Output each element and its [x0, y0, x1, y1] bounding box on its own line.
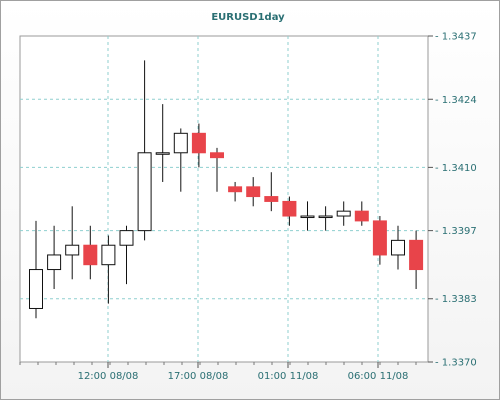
candle-body: [173, 132, 188, 154]
y-tick-label: - 1.3370: [435, 358, 477, 369]
candle-body: [282, 200, 297, 217]
candle: [173, 128, 188, 192]
candle-body: [391, 239, 405, 256]
y-tick-label: - 1.3383: [435, 294, 477, 305]
candle-body: [336, 210, 351, 217]
x-tick-label: 17:00 08/08: [168, 371, 229, 382]
candle-body: [101, 244, 116, 266]
candle-body: [409, 239, 424, 271]
x-tick-label: 06:00 11/08: [348, 371, 409, 382]
y-tick-label: - 1.3397: [435, 226, 477, 237]
grid-lines: [20, 36, 428, 362]
x-tick-label: 12:00 08/08: [78, 371, 139, 382]
candle-body: [354, 210, 369, 222]
candle-body: [155, 152, 170, 155]
candle-body: [29, 269, 43, 309]
candle-body: [318, 215, 333, 219]
candle: [246, 177, 261, 207]
candle: [137, 60, 152, 241]
y-tick-label: - 1.3424: [435, 95, 477, 106]
candle-body: [191, 132, 206, 154]
candle-body: [47, 254, 62, 271]
candle: [391, 225, 405, 270]
y-axis: - 1.3437 - 1.3424 - 1.3410 - 1.3397 - 1.3383…: [428, 32, 477, 369]
candle-body: [119, 230, 134, 246]
candle: [409, 230, 424, 290]
candle: [372, 216, 387, 265]
y-tick-label: - 1.3410: [435, 163, 477, 174]
candle-body: [228, 186, 243, 193]
candle: [155, 104, 170, 182]
candle: [101, 235, 116, 304]
x-tick-label: 01:00 11/08: [258, 371, 319, 382]
chart-title: EURUSD1day: [211, 12, 285, 23]
candle: [228, 181, 243, 202]
candle-body: [65, 244, 80, 256]
candle: [191, 123, 206, 168]
candle: [354, 201, 369, 226]
candle: [29, 220, 43, 319]
candle: [318, 206, 333, 231]
x-axis: 12:00 08/08 17:00 08/08 01:00 11/08 06:00 1…: [19, 362, 417, 382]
candle: [210, 147, 224, 192]
candle: [336, 201, 351, 226]
candle-body: [137, 152, 152, 232]
candle-body: [83, 244, 98, 266]
candle: [65, 206, 80, 280]
candle: [119, 225, 134, 285]
candle: [47, 225, 62, 290]
candle: [83, 225, 98, 280]
candles: [29, 60, 424, 319]
plot-area: [19, 35, 429, 363]
candle: [300, 201, 315, 231]
candle-body: [246, 186, 261, 198]
candle-body: [264, 196, 279, 202]
candle-body: [300, 215, 315, 219]
candle: [282, 196, 297, 226]
candle-body: [210, 152, 224, 159]
candle-body: [372, 220, 387, 256]
candle: [264, 172, 279, 212]
y-tick-label: - 1.3437: [435, 32, 477, 43]
